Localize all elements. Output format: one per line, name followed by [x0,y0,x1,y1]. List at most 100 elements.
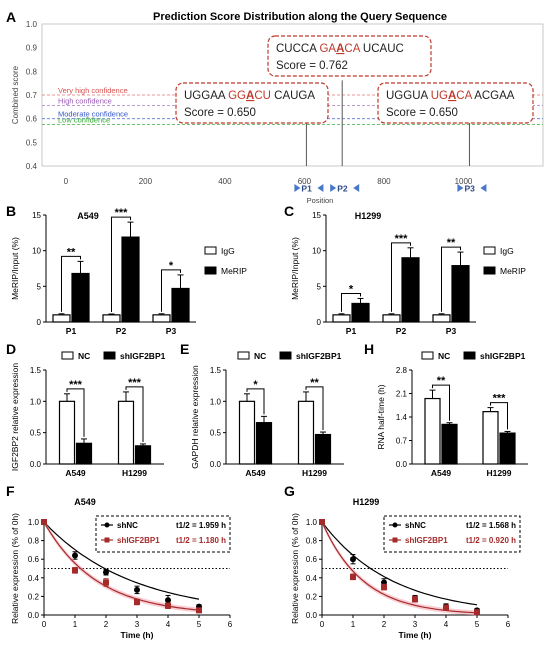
fit-curve-shnc [321,521,478,606]
site-marker-left [457,184,464,192]
y-tick-label: 0.2 [306,592,318,601]
significance-bracket [341,292,361,312]
y-tick-label: 1.0 [306,518,318,527]
bar-igg [382,314,401,323]
y-tick-label: 0 [37,318,42,327]
site-marker-right [480,184,487,192]
x-tick-label: 3 [413,620,418,629]
bar-nc [424,397,441,465]
site-sequence-part: UGGUA [386,90,431,102]
bar-nc [482,411,499,465]
legend-halflife: t1/2 = 1.959 h [176,521,226,530]
chart-h: 0.0 0.7 1.4 2.1 2.8 RNA half-time (h) ** A549 **… [376,351,528,478]
panel-letter-f: F [6,483,15,499]
y-tick-label: 0.7 [396,437,408,446]
bar-shigf2bp1 [314,433,332,465]
y-tick-label: 1.0 [28,518,40,527]
x-tick-label: 600 [298,177,312,186]
significance-bracket [490,402,508,430]
bar-igg [332,314,351,323]
significance-label: * [349,283,354,295]
data-point-shigf2bp1 [319,519,325,525]
x-tick-label: 5 [197,620,202,629]
y-tick-label: 0.8 [28,537,40,546]
legend-series-name: shNC [405,521,426,530]
site-score: Score = 0.650 [184,107,256,119]
site-marker-left [294,184,301,192]
legend-marker [104,537,110,543]
legend-swatch [204,246,217,255]
significance-label: * [253,379,258,391]
y-tick-label: 0.4 [306,574,318,583]
bar-merip [171,287,190,323]
panel-letter-a: A [6,9,16,25]
chart-title: H1299 [355,211,382,221]
x-tick-label: 2 [382,620,387,629]
legend-swatch [463,351,476,360]
data-point-shnc [72,552,78,559]
bar-igg [152,314,171,323]
significance-label: ** [67,246,76,258]
y-tick-label: 0.0 [396,460,408,469]
chart-g: H1299 0.0 0.2 0.4 0.6 0.8 1.0 0 1 2 3 4 5 6 Time (h) Re… [290,497,521,640]
y-tick-label: 5 [317,282,322,291]
legend-label: MeRIP [221,266,247,276]
x-tick-label: 1 [73,620,78,629]
data-point-shigf2bp1 [134,598,140,605]
legend-series-name: shNC [117,521,138,530]
y-tick-label: 0.5 [26,138,38,147]
bar-shigf2bp1 [134,445,152,465]
y-tick-label: 0.0 [28,611,40,620]
site-score: Score = 0.762 [276,60,348,72]
y-tick-label: 10 [312,247,321,256]
panel-letter-g: G [284,483,295,499]
site-callout-box [377,82,534,124]
bar-merip [451,265,470,323]
x-axis-label: Time (h) [121,630,154,640]
legend-swatch [204,266,217,275]
site-label: P2 [337,184,348,194]
data-point-shigf2bp1 [165,602,171,609]
legend-series-name: shIGF2BP1 [117,536,160,545]
bar-nc [58,400,76,465]
legend-halflife: t1/2 = 1.180 h [176,536,226,545]
data-point-shigf2bp1 [381,584,387,591]
data-point-shigf2bp1 [196,607,202,614]
bar-igg [52,314,71,323]
site-sequence-key-base: A [448,90,456,102]
x-tick-label: H1299 [302,468,327,478]
chart-f: A549 0.0 0.2 0.4 0.6 0.8 1.0 0 1 2 3 4 5 6 Time (h) Rel… [10,497,233,640]
y-axis-label: Relative expression (% of 0h) [10,513,20,624]
site-marker-right [317,184,324,192]
y-tick-label: 0.4 [26,162,38,171]
y-tick-label: 0.6 [26,115,38,124]
site-callout-box [267,35,432,77]
bar-shigf2bp1 [255,422,273,465]
legend-label: IgG [500,246,514,256]
x-tick-label: H1299 [122,468,147,478]
x-tick-label: H1299 [486,468,511,478]
bar-shigf2bp1 [75,442,93,465]
site-sequence: UGGAA GGACU CAUGA [184,90,315,102]
significance-label: ** [447,237,456,249]
y-tick-label: 0.5 [210,429,222,438]
significance-bracket [246,388,265,415]
legend-swatch [421,351,434,360]
site-sequence-part: UG [431,90,448,102]
threshold-label: High confidence [58,97,112,106]
chart-a: Prediction Score Distribution along the … [11,11,544,205]
x-axis-label: Time (h) [399,630,432,640]
legend-label: MeRIP [500,266,526,276]
data-point-shigf2bp1 [103,579,109,586]
x-tick-label: 4 [444,620,449,629]
panel-letter-e: E [180,341,189,357]
x-tick-label: A549 [245,468,266,478]
bar-merip [401,257,420,323]
data-point-shigf2bp1 [443,604,449,611]
bar-nc [117,400,135,465]
significance-label: ** [437,375,446,387]
x-axis-label: Position [307,196,334,205]
fit-curve-shigf2bp1 [43,521,200,611]
site-sequence: UGGUA UGACA ACGAA [386,90,515,102]
y-axis-label: MeRIP/Input (%) [10,237,20,300]
